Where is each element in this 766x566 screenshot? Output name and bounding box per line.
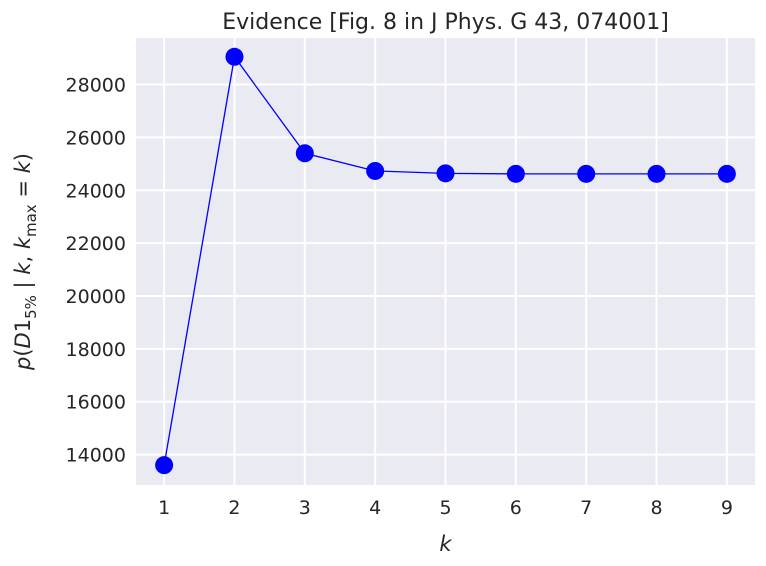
- x-tick-label: 5: [439, 497, 451, 519]
- y-tick-label: 24000: [66, 180, 126, 202]
- y-tick-label: 28000: [66, 75, 126, 97]
- data-point: [295, 144, 314, 163]
- data-point: [647, 164, 666, 183]
- y-tick-label: 22000: [66, 233, 126, 255]
- y-tick-labels: 14000 16000 18000 20000 22000 24000 26000 28000: [66, 75, 126, 467]
- data-point: [436, 164, 455, 183]
- x-tick-labels: 1 2 3 4 5 6 7 8 9: [158, 497, 733, 519]
- y-tick-label: 18000: [66, 339, 126, 361]
- x-tick-label: 9: [721, 497, 733, 519]
- y-tick-label: 16000: [66, 392, 126, 414]
- data-point: [225, 47, 244, 66]
- x-tick-label: 6: [510, 497, 522, 519]
- y-tick-label: 26000: [66, 127, 126, 149]
- data-point: [155, 456, 174, 475]
- x-tick-label: 4: [369, 497, 381, 519]
- y-tick-label: 14000: [66, 445, 126, 467]
- x-tick-label: 7: [580, 497, 592, 519]
- x-tick-label: 1: [158, 497, 170, 519]
- y-axis-label: p(D15% | k, kmax = k): [11, 153, 40, 371]
- series-group: [155, 47, 736, 475]
- x-tick-label: 2: [228, 497, 240, 519]
- data-point: [506, 164, 525, 183]
- data-point: [577, 164, 596, 183]
- x-axis-label: k: [439, 532, 452, 556]
- data-point: [366, 161, 385, 180]
- x-tick-label: 8: [650, 497, 662, 519]
- chart-title: Evidence [Fig. 8 in J Phys. G 43, 074001…: [222, 10, 669, 35]
- grid: [136, 38, 755, 485]
- data-point: [717, 164, 736, 183]
- y-tick-label: 20000: [66, 286, 126, 308]
- x-tick-label: 3: [299, 497, 311, 519]
